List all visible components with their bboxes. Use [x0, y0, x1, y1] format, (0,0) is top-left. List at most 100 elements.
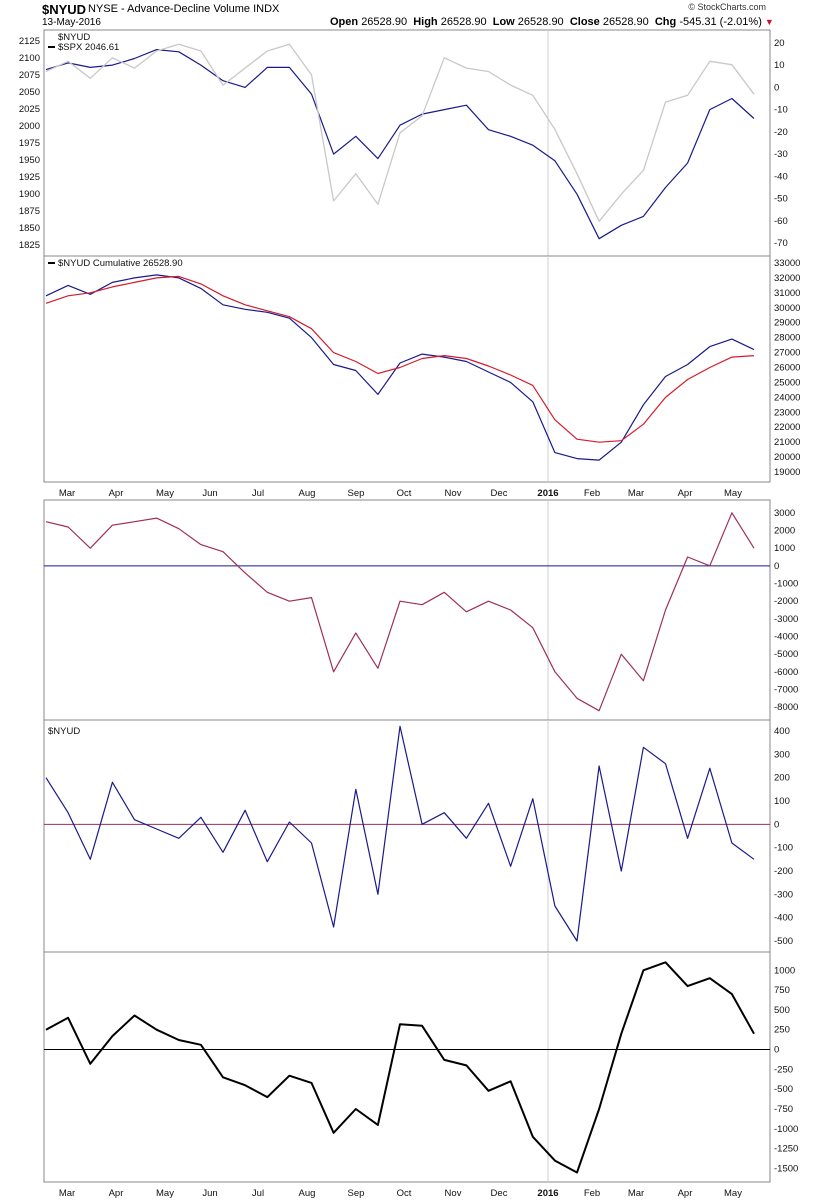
cumulative-axis-tick-label: 32000	[774, 273, 800, 284]
series-line--nyud-cumulative	[45, 274, 755, 461]
indicator-3-axis-tick-label: -500	[774, 1084, 793, 1095]
left-axis-tick-label: 2000	[19, 121, 40, 132]
indicator-1-axis-tick-label: -8000	[774, 702, 798, 713]
x-axis-month-label: Dec	[491, 1188, 508, 1199]
x-axis-month-label: Apr	[109, 1188, 124, 1199]
panel-frame-1	[43, 29, 771, 257]
cumulative-axis-tick-label: 31000	[774, 288, 800, 299]
indicator-2-axis-tick-label: 300	[774, 749, 790, 760]
left-axis-tick-label: 1975	[19, 138, 40, 149]
left-axis-tick-label: 1825	[19, 240, 40, 251]
indicator-2-axis-tick-label: -400	[774, 913, 793, 924]
low-value: 26528.90	[517, 16, 564, 28]
chart-title: NYSE - Advance-Decline Volume INDX	[88, 3, 280, 15]
close-label: Close	[569, 16, 600, 28]
x-axis-month-label: May	[156, 488, 174, 499]
indicator-1-axis-tick-label: 2000	[774, 526, 795, 537]
indicator-2-axis-tick-label: -500	[774, 936, 793, 947]
x-axis-month-label: Mar	[59, 1188, 75, 1199]
left-axis-tick-label: 1875	[19, 206, 40, 217]
chart-date: 13-May-2016	[42, 17, 101, 28]
x-axis-month-label: 2016	[537, 1188, 558, 1199]
x-axis-month-label: Oct	[397, 1188, 412, 1199]
series-line--nyud	[45, 48, 755, 240]
cumulative-axis-tick-label: 19000	[774, 467, 800, 478]
x-axis-month-label: Nov	[445, 1188, 462, 1199]
x-axis-month-label: Sep	[348, 1188, 365, 1199]
x-axis-month-label: Feb	[584, 1188, 600, 1199]
x-axis-month-label: Mar	[628, 488, 644, 499]
x-axis-month-label: Feb	[584, 488, 600, 499]
right-axis-tick-label: -40	[774, 171, 788, 182]
x-axis-month-label: Dec	[491, 488, 508, 499]
x-axis-month-label: Mar	[59, 488, 75, 499]
symbol-label: $NYUD	[42, 2, 87, 17]
cumulative-axis-tick-label: 20000	[774, 452, 800, 463]
indicator-3-axis-tick-label: 0	[774, 1045, 779, 1056]
x-axis-month-label: Mar	[628, 1188, 644, 1199]
panel-frame-5	[43, 951, 771, 1183]
series-line--spx-2046-61	[45, 43, 755, 222]
indicator-3-axis-tick-label: 1000	[774, 965, 795, 976]
indicator-1-axis-tick-label: -1000	[774, 579, 798, 590]
indicator-1-axis-tick-label: 1000	[774, 543, 795, 554]
cumulative-axis-tick-label: 28000	[774, 333, 800, 344]
indicator-2-axis-tick-label: 200	[774, 773, 790, 784]
cumulative-axis-tick-label: 27000	[774, 348, 800, 359]
indicator-2-axis-tick-label: 100	[774, 796, 790, 807]
panel-frame-3	[43, 499, 771, 721]
cumulative-axis-tick-label: 24000	[774, 392, 800, 403]
legend-entry: $SPX 2046.61	[58, 42, 119, 53]
right-axis-tick-label: -50	[774, 194, 788, 205]
indicator-1-axis-tick-label: 0	[774, 561, 779, 572]
indicator-1-axis-tick-label: -4000	[774, 632, 798, 643]
legend-entry: $NYUD	[58, 32, 90, 43]
right-axis-tick-label: -20	[774, 127, 788, 138]
cumulative-axis-tick-label: 26000	[774, 363, 800, 374]
right-axis-tick-label: -30	[774, 149, 788, 160]
left-axis-tick-label: 2075	[19, 70, 40, 81]
right-axis-tick-label: 0	[774, 82, 779, 93]
chart-header: $NYUD NYSE - Advance-Decline Volume INDX…	[0, 0, 820, 30]
left-axis-tick-label: 1950	[19, 155, 40, 166]
ohlc-readout: Open 26528.90 High 26528.90 Low 26528.90…	[330, 16, 774, 28]
close-value: 26528.90	[602, 16, 649, 28]
right-axis-tick-label: 20	[774, 38, 785, 49]
low-label: Low	[492, 16, 515, 28]
cumulative-axis-tick-label: 23000	[774, 407, 800, 418]
legend-entry: $NYUD	[48, 726, 80, 737]
indicator-3-axis-tick-label: 500	[774, 1005, 790, 1016]
x-axis-month-label: Aug	[299, 1188, 316, 1199]
x-axis-month-label: Oct	[397, 488, 412, 499]
indicator-1-axis-tick-label: -5000	[774, 649, 798, 660]
indicator-1-series-line	[45, 512, 755, 712]
open-value: 26528.90	[361, 16, 408, 28]
x-axis-month-label: Nov	[445, 488, 462, 499]
left-axis-tick-label: 2025	[19, 104, 40, 115]
high-value: 26528.90	[440, 16, 487, 28]
cumulative-axis-tick-label: 30000	[774, 303, 800, 314]
left-axis-tick-label: 2100	[19, 53, 40, 64]
x-axis-month-label: May	[724, 488, 742, 499]
series-line-moving-average	[45, 275, 755, 443]
indicator-3-axis-tick-label: -750	[774, 1104, 793, 1115]
indicator-3-axis-tick-label: 750	[774, 985, 790, 996]
open-label: Open	[330, 16, 359, 28]
indicator-2-axis-tick-label: -300	[774, 889, 793, 900]
indicator-3-axis-tick-label: -250	[774, 1064, 793, 1075]
right-axis-tick-label: 10	[774, 60, 785, 71]
cumulative-axis-tick-label: 21000	[774, 437, 800, 448]
indicator-2-series-line	[45, 725, 755, 942]
cumulative-axis-tick-label: 33000	[774, 258, 800, 269]
x-axis-month-label: Jun	[202, 488, 217, 499]
indicator-2-axis-tick-label: 0	[774, 819, 779, 830]
brand-watermark: © StockCharts.com	[688, 2, 766, 12]
x-axis-month-label: May	[724, 1188, 742, 1199]
indicator-2-axis-tick-label: -200	[774, 866, 793, 877]
indicator-2-axis-tick-label: 400	[774, 726, 790, 737]
x-axis-month-label: Jun	[202, 1188, 217, 1199]
indicator-3-axis-tick-label: 250	[774, 1025, 790, 1036]
indicator-1-axis-tick-label: -2000	[774, 596, 798, 607]
indicator-1-axis-tick-label: 3000	[774, 508, 795, 519]
x-axis-month-label: May	[156, 1188, 174, 1199]
